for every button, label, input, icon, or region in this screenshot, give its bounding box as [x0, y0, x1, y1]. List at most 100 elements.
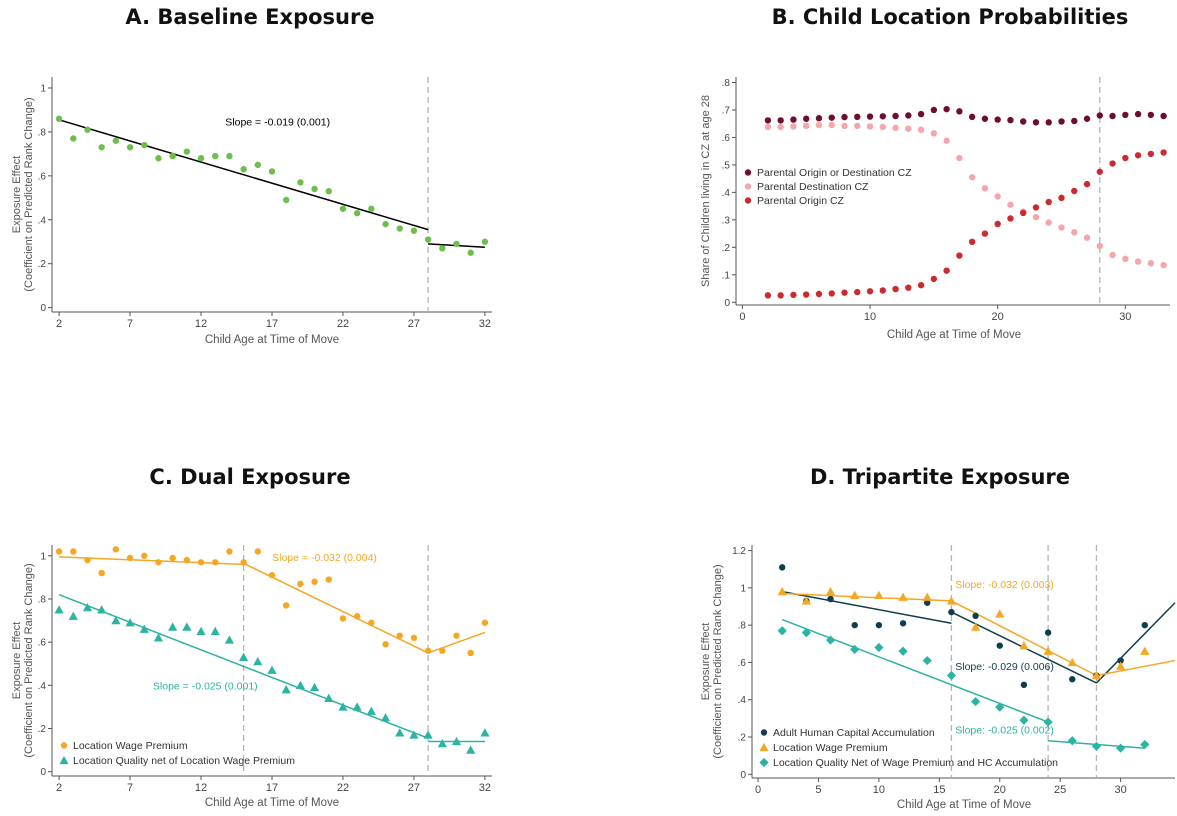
data-point	[946, 670, 957, 681]
data-point	[197, 155, 205, 162]
y-tick-label: .6	[738, 658, 747, 669]
x-tick-label: 10	[873, 784, 885, 796]
data-point	[1141, 621, 1148, 629]
data-point	[850, 644, 860, 654]
data-point	[282, 602, 290, 609]
data-point	[981, 185, 989, 192]
data-point	[1091, 670, 1102, 680]
y-tick-label: 0	[724, 298, 730, 309]
data-point	[1020, 209, 1027, 217]
data-point	[182, 622, 192, 631]
data-point	[1122, 154, 1129, 162]
data-point	[169, 152, 176, 160]
data-point	[898, 646, 908, 656]
data-point	[930, 106, 938, 114]
data-point	[382, 220, 389, 228]
data-point	[875, 621, 883, 629]
data-point	[309, 682, 320, 692]
data-point	[297, 580, 304, 588]
data-point	[917, 110, 925, 118]
data-point	[970, 622, 981, 631]
data-point	[226, 152, 233, 160]
data-point	[943, 267, 950, 274]
data-point	[1071, 187, 1078, 195]
y-tick-label: 0	[740, 770, 746, 781]
data-point	[423, 730, 433, 739]
y-axis-label: Share of Children living in CZ at age 28	[700, 95, 712, 287]
data-point	[97, 605, 107, 614]
data-point	[224, 635, 235, 644]
x-tick-label: 27	[408, 782, 420, 794]
data-point	[153, 633, 164, 642]
data-point	[254, 548, 262, 555]
x-axis-label: Child Age at Time of Move	[887, 329, 1021, 341]
data-point	[82, 603, 93, 612]
data-point	[764, 292, 772, 299]
data-point	[1140, 739, 1150, 750]
data-point	[851, 621, 858, 629]
data-point	[1020, 681, 1028, 688]
data-point	[790, 291, 797, 299]
data-point	[841, 122, 848, 130]
fit-line	[781, 618, 1049, 723]
data-point	[1083, 234, 1091, 241]
data-point	[777, 626, 787, 636]
data-point	[917, 126, 925, 133]
data-point	[777, 587, 787, 596]
data-point	[253, 656, 263, 666]
data-point	[1083, 180, 1091, 188]
y-tick-label: 1	[40, 551, 46, 562]
legend-marker	[760, 729, 768, 736]
data-point	[841, 289, 848, 296]
data-point	[917, 282, 925, 289]
y-tick-label: 1	[740, 583, 746, 594]
data-point	[410, 634, 418, 642]
data-point	[268, 168, 276, 175]
data-point	[311, 185, 318, 193]
data-point	[1058, 224, 1065, 231]
data-point	[466, 745, 476, 754]
data-point	[212, 559, 219, 566]
y-tick-label: .8	[38, 594, 47, 605]
data-point	[368, 205, 375, 212]
data-point	[311, 578, 318, 585]
data-point	[828, 121, 835, 129]
data-point	[439, 647, 446, 654]
x-tick-label: 0	[755, 784, 761, 796]
x-axis-label: Child Age at Time of Move	[205, 334, 339, 346]
data-point	[803, 115, 810, 122]
data-point	[1109, 160, 1116, 167]
data-point	[353, 209, 361, 217]
legend-marker	[744, 197, 752, 204]
legend-label: Location Wage Premium	[73, 740, 188, 752]
data-point	[141, 141, 148, 149]
data-point	[1032, 204, 1040, 211]
data-point	[1043, 646, 1053, 655]
data-point	[396, 632, 403, 639]
data-point	[1134, 152, 1142, 159]
data-point	[943, 105, 950, 113]
data-point	[1067, 736, 1077, 746]
data-point	[126, 554, 134, 562]
series-location-wage-premium	[777, 587, 1150, 680]
data-point	[874, 642, 884, 653]
legend-label: Parental Origin or Destination CZ	[757, 167, 912, 179]
data-point	[1147, 260, 1155, 267]
data-point	[339, 615, 347, 622]
data-point	[84, 556, 91, 564]
x-tick-label: 5	[815, 784, 821, 796]
data-point	[879, 123, 886, 131]
data-point	[210, 626, 220, 636]
data-point	[854, 113, 861, 121]
data-point	[268, 572, 276, 579]
legend-label: Location Wage Premium	[773, 742, 888, 754]
panel-d-plot: 0 5 10 15 20 25 30 0 .2 .4 .6 .8 1 1.2 Child Age at Ti…	[700, 545, 1176, 811]
data-point	[1116, 661, 1126, 670]
y-tick-label: 1	[40, 83, 46, 94]
data-point	[70, 548, 77, 555]
x-axis-label: Child Age at Time of Move	[205, 797, 339, 809]
data-point	[828, 114, 835, 121]
data-point	[453, 632, 460, 639]
y-tick-label: .4	[38, 681, 47, 692]
